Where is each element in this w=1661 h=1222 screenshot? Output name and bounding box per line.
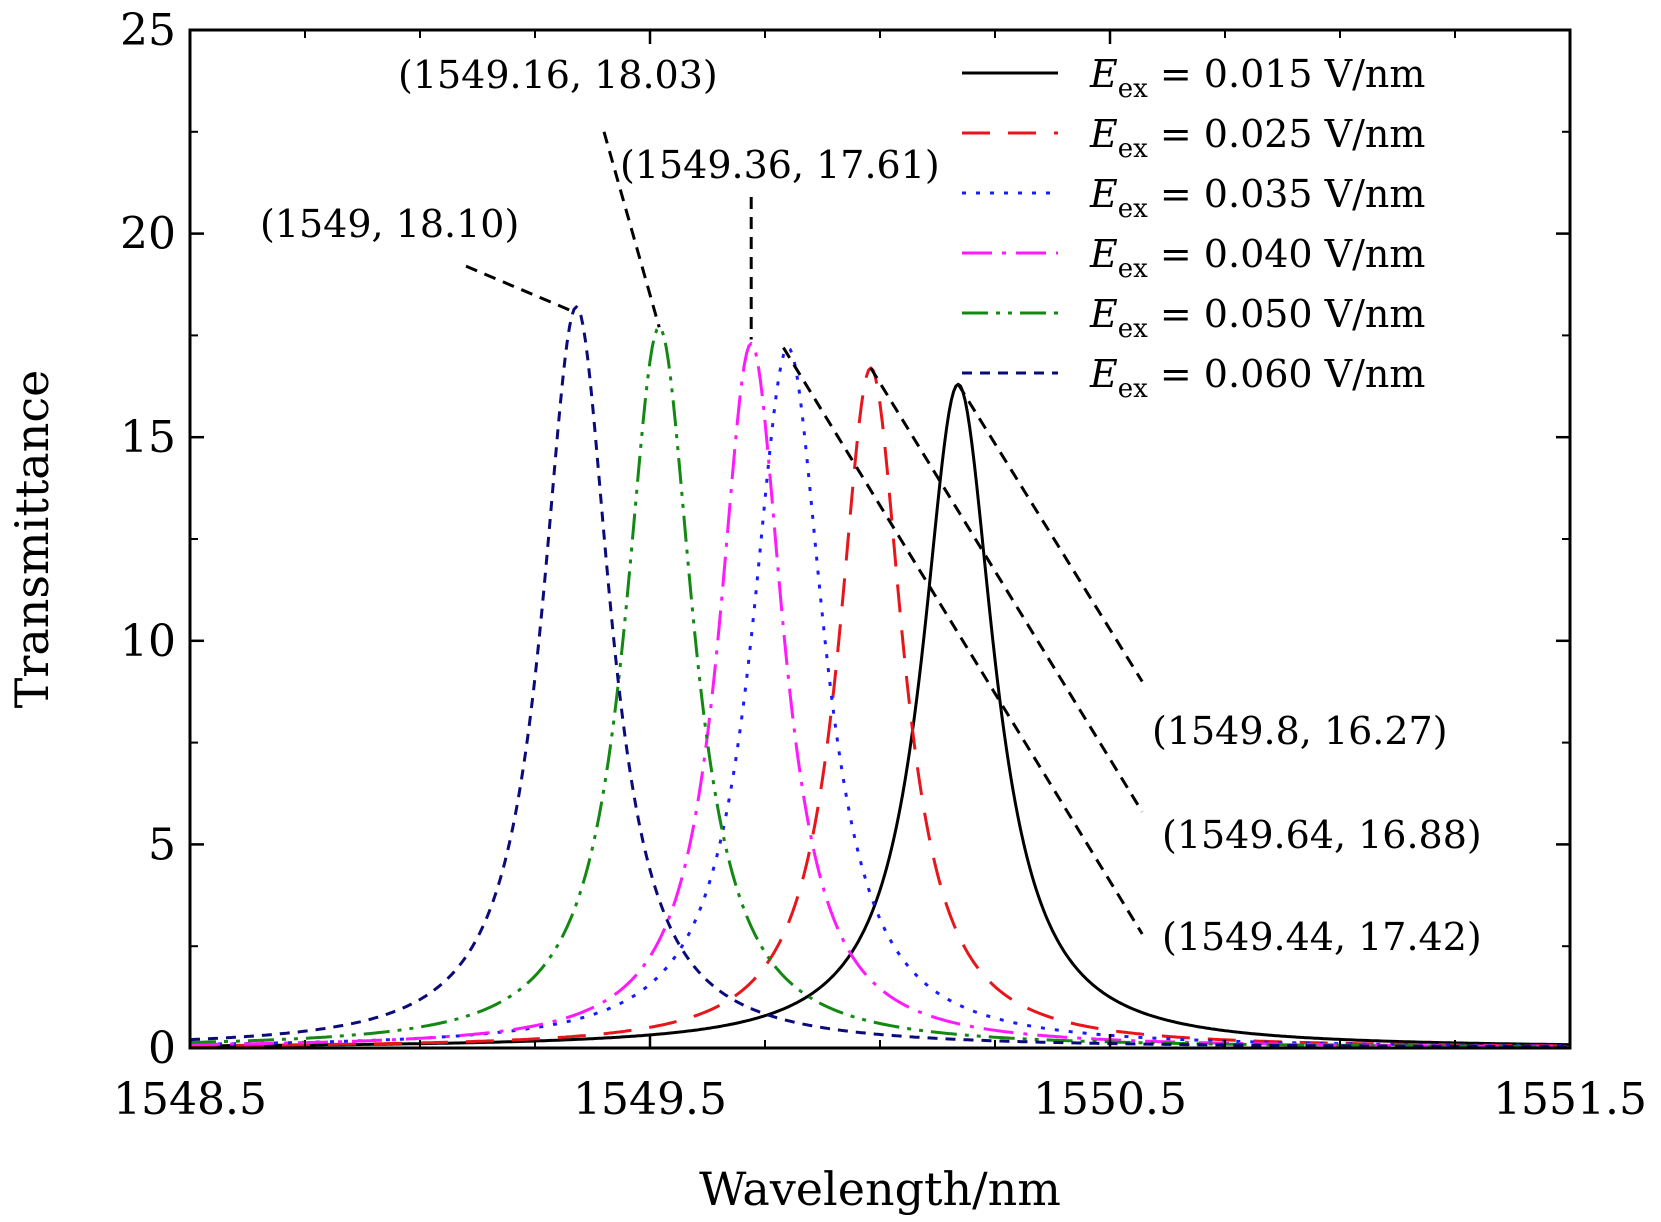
x-tick-label: 1550.5 (1033, 1074, 1187, 1125)
annotation-label-5: (1549.64, 16.88) (1162, 813, 1482, 857)
annotation-label-1: (1549, 18.10) (260, 202, 519, 246)
legend-label-3: Eex = 0.035 V/nm (1089, 172, 1425, 224)
x-tick-label: 1548.5 (113, 1074, 267, 1125)
y-tick-label: 15 (120, 412, 176, 463)
annotation-leader-1 (465, 264, 573, 313)
y-tick-label: 5 (148, 819, 176, 870)
annotation-label-4: (1549.8, 16.27) (1152, 709, 1448, 753)
legend-label-5: Eex = 0.050 V/nm (1089, 292, 1425, 344)
annotation-label-3: (1549.36, 17.61) (620, 143, 940, 187)
y-tick-label: 10 (120, 616, 176, 667)
series-line-6 (189, 305, 1570, 1049)
annotation-leader-4 (956, 383, 1144, 683)
y-axis-label: Transmittance (5, 370, 59, 709)
annotation-labels: (1549, 18.10) (1549.16, 18.03) (1549.36,… (260, 53, 1482, 959)
legend-label-6: Eex = 0.060 V/nm (1089, 352, 1425, 404)
legend-label-2: Eex = 0.025 V/nm (1089, 112, 1425, 164)
annotation-label-6: (1549.44, 17.42) (1162, 915, 1482, 959)
legend-label-4: Eex = 0.040 V/nm (1089, 232, 1425, 284)
y-tick-label: 20 (120, 209, 176, 260)
legend: Eex = 0.015 V/nm Eex = 0.025 V/nm Eex = 0.… (962, 52, 1425, 404)
annotation-lines (465, 131, 1144, 935)
legend-label-1: Eex = 0.015 V/nm (1089, 52, 1425, 104)
annotation-label-2: (1549.16, 18.03) (398, 53, 718, 97)
x-axis-label: Wavelength/nm (699, 1162, 1061, 1216)
axis-tick-labels: 1548.5 1549.5 1550.5 1551.5 0 5 10 15 20 25 (113, 5, 1647, 1125)
annotation-leader-6 (782, 346, 1144, 935)
y-tick-label: 0 (148, 1023, 176, 1074)
x-tick-label: 1551.5 (1493, 1074, 1647, 1125)
axis-ticks (188, 28, 1572, 1050)
y-tick-label: 25 (120, 5, 176, 56)
series-line-4 (190, 342, 1570, 1048)
annotation-leader-5 (869, 367, 1144, 813)
x-tick-label: 1549.5 (573, 1074, 727, 1125)
annotation-leader-2 (602, 131, 661, 328)
